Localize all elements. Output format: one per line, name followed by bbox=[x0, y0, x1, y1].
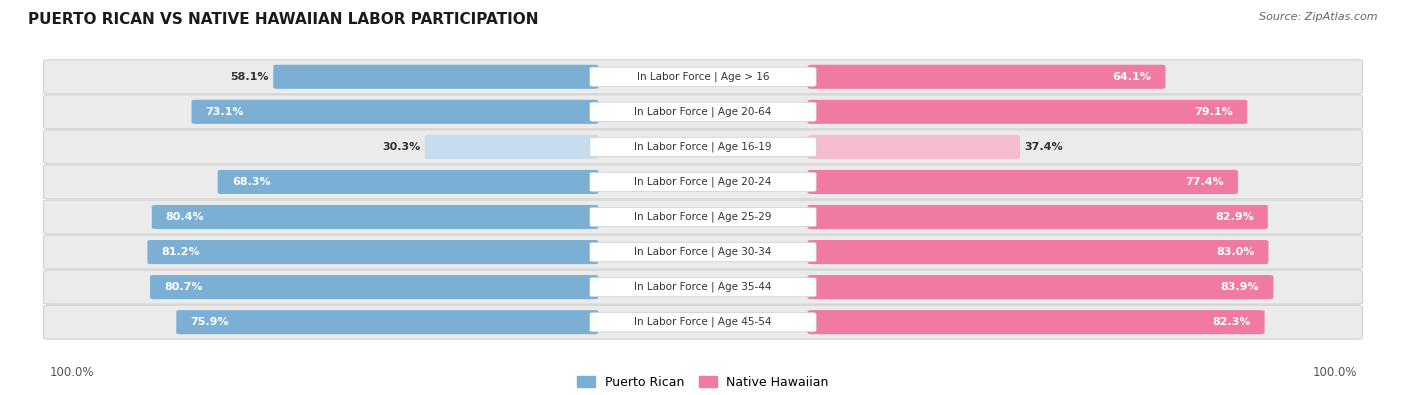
Text: In Labor Force | Age 45-54: In Labor Force | Age 45-54 bbox=[634, 317, 772, 327]
Text: In Labor Force | Age > 16: In Labor Force | Age > 16 bbox=[637, 71, 769, 82]
Text: In Labor Force | Age 35-44: In Labor Force | Age 35-44 bbox=[634, 282, 772, 292]
Text: In Labor Force | Age 30-34: In Labor Force | Age 30-34 bbox=[634, 247, 772, 257]
Legend: Puerto Rican, Native Hawaiian: Puerto Rican, Native Hawaiian bbox=[576, 376, 830, 389]
Text: In Labor Force | Age 25-29: In Labor Force | Age 25-29 bbox=[634, 212, 772, 222]
Text: 73.1%: 73.1% bbox=[205, 107, 245, 117]
Text: 77.4%: 77.4% bbox=[1185, 177, 1223, 187]
Text: 100.0%: 100.0% bbox=[1312, 366, 1357, 379]
Text: 79.1%: 79.1% bbox=[1194, 107, 1233, 117]
Text: In Labor Force | Age 16-19: In Labor Force | Age 16-19 bbox=[634, 142, 772, 152]
Text: In Labor Force | Age 20-24: In Labor Force | Age 20-24 bbox=[634, 177, 772, 187]
Text: 37.4%: 37.4% bbox=[1024, 142, 1063, 152]
Text: 64.1%: 64.1% bbox=[1112, 72, 1152, 82]
Text: 80.4%: 80.4% bbox=[166, 212, 204, 222]
Text: 81.2%: 81.2% bbox=[162, 247, 200, 257]
Text: PUERTO RICAN VS NATIVE HAWAIIAN LABOR PARTICIPATION: PUERTO RICAN VS NATIVE HAWAIIAN LABOR PA… bbox=[28, 12, 538, 27]
Text: 75.9%: 75.9% bbox=[190, 317, 229, 327]
Text: Source: ZipAtlas.com: Source: ZipAtlas.com bbox=[1260, 12, 1378, 22]
Text: 68.3%: 68.3% bbox=[232, 177, 270, 187]
Text: 80.7%: 80.7% bbox=[165, 282, 202, 292]
Text: 82.3%: 82.3% bbox=[1212, 317, 1250, 327]
Text: 100.0%: 100.0% bbox=[49, 366, 94, 379]
Text: 58.1%: 58.1% bbox=[231, 72, 269, 82]
Text: 82.9%: 82.9% bbox=[1215, 212, 1254, 222]
Text: 83.0%: 83.0% bbox=[1216, 247, 1254, 257]
Text: In Labor Force | Age 20-64: In Labor Force | Age 20-64 bbox=[634, 107, 772, 117]
Text: 30.3%: 30.3% bbox=[382, 142, 420, 152]
Text: 83.9%: 83.9% bbox=[1220, 282, 1260, 292]
